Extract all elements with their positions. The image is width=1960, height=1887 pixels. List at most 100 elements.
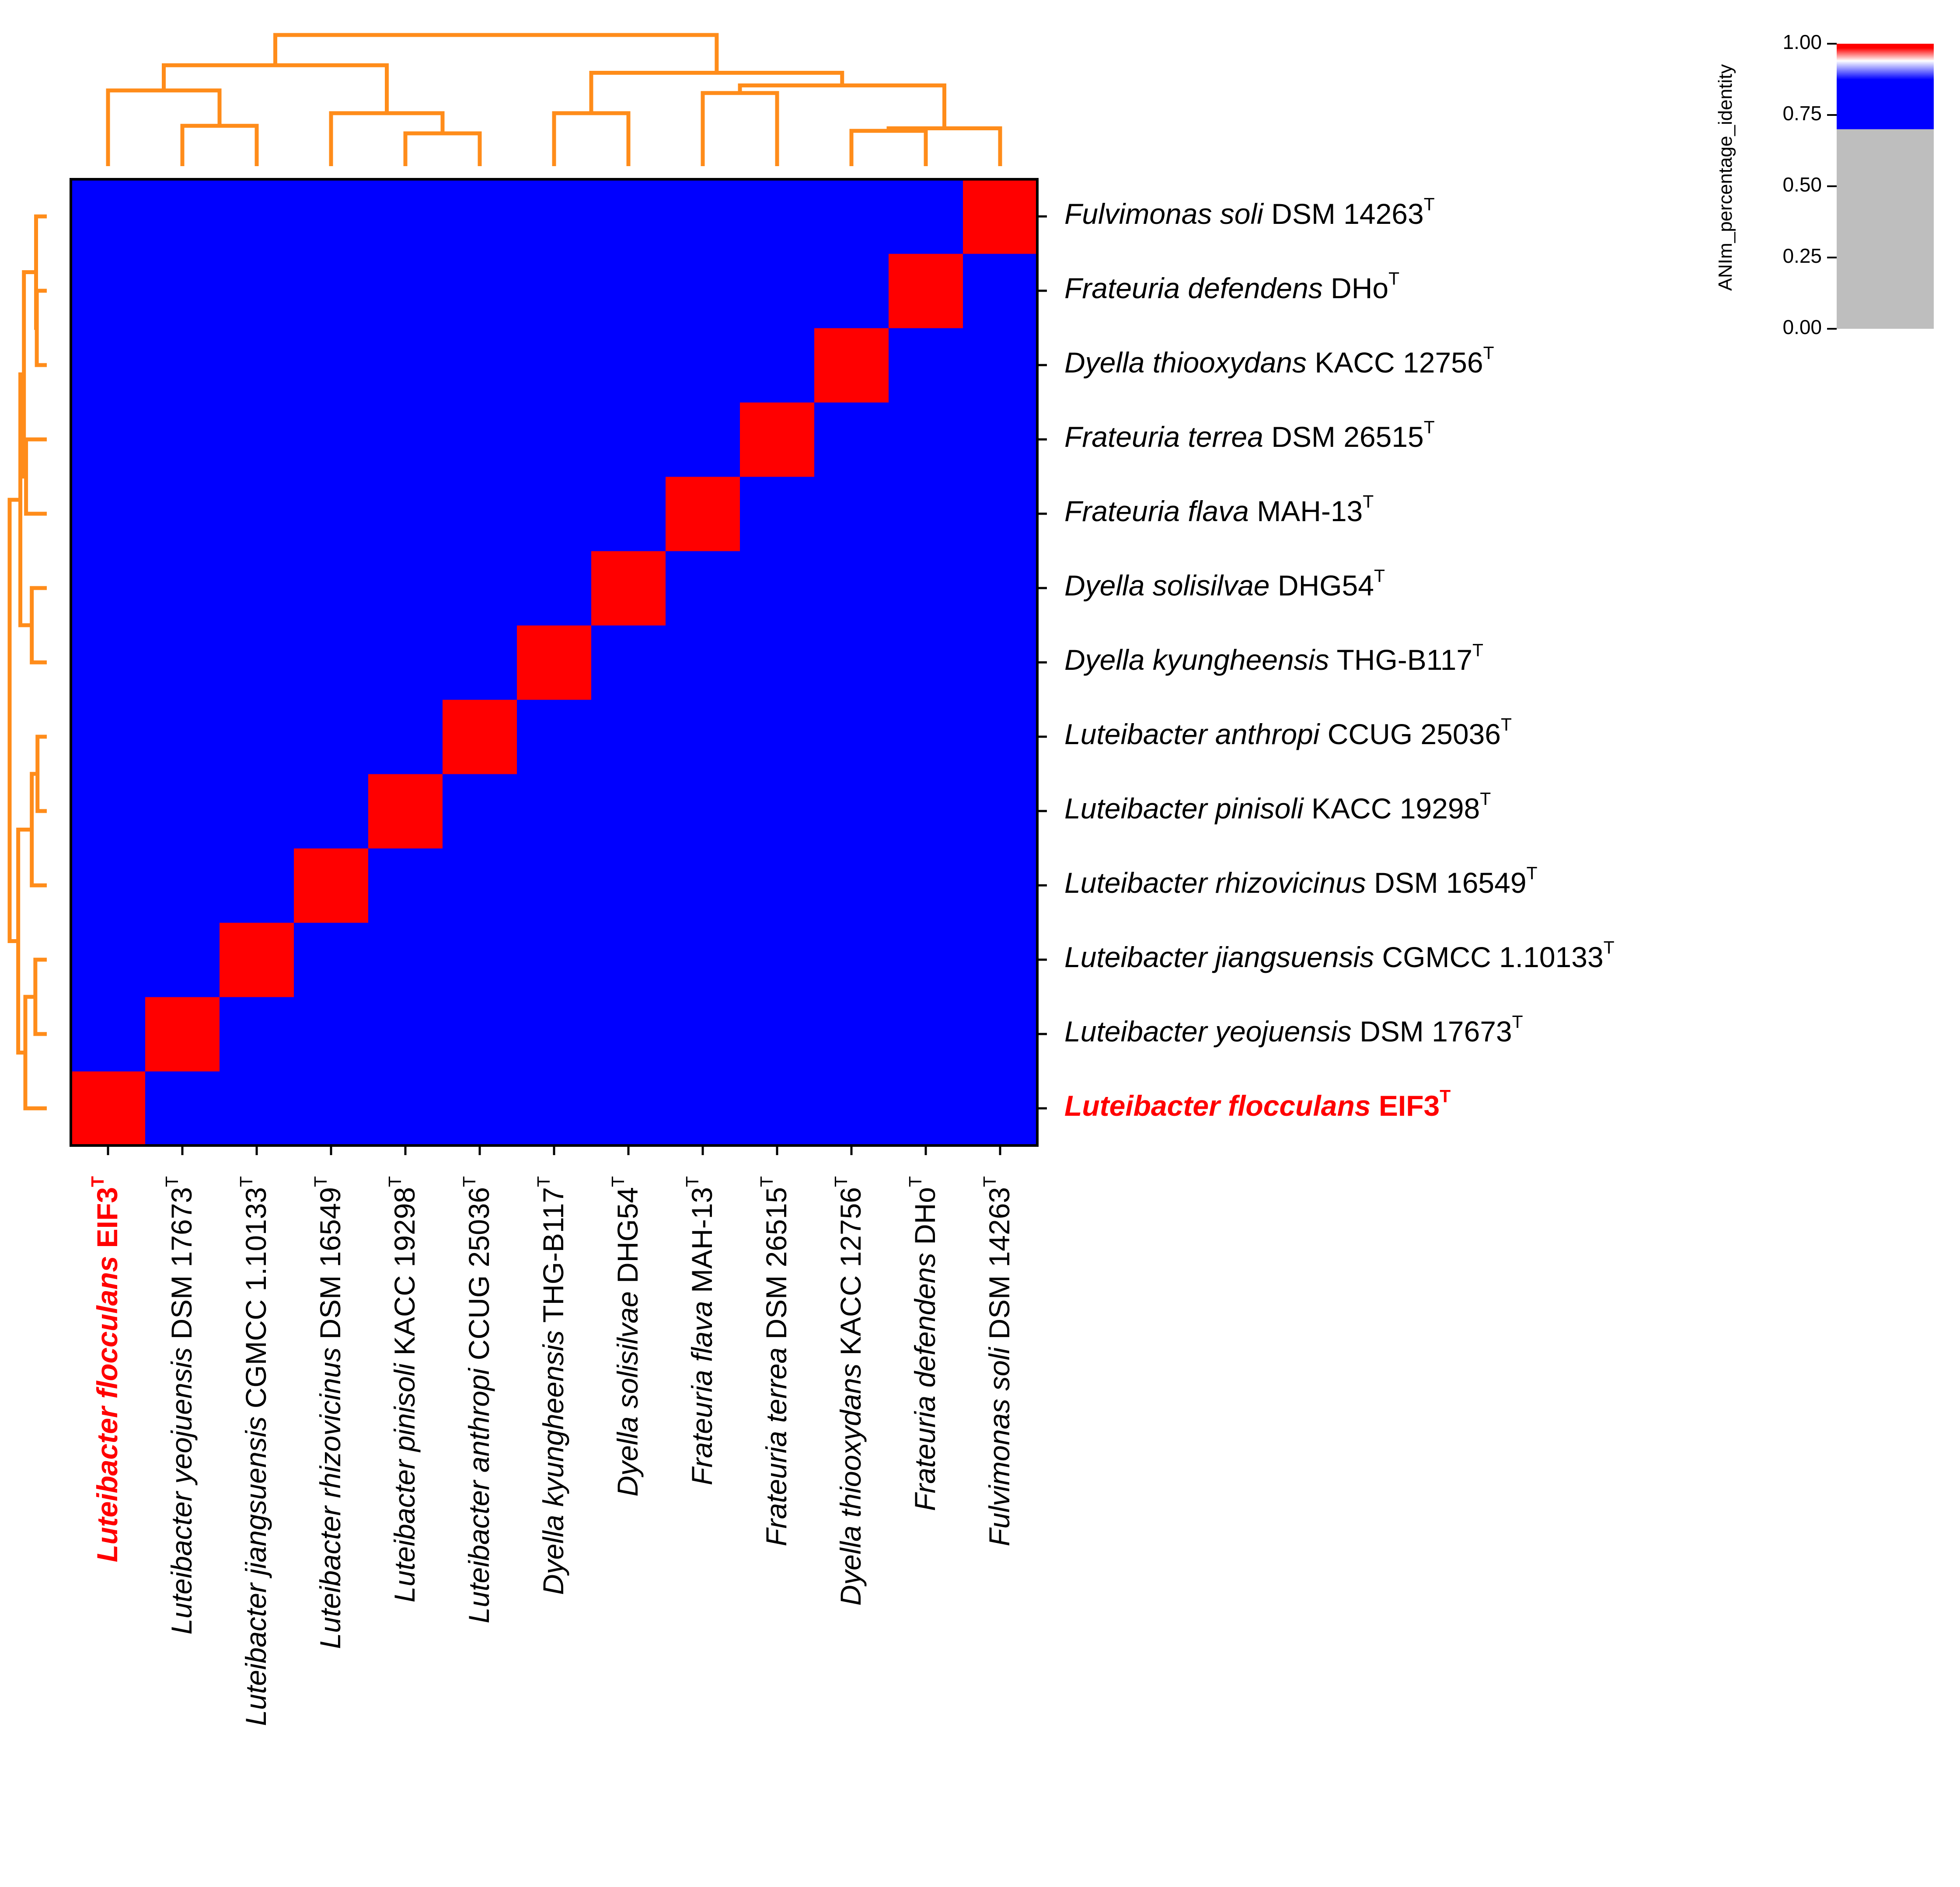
heatmap-cell — [517, 848, 592, 923]
heatmap-cell — [443, 477, 517, 551]
row-label: Fulvimonas soli DSM 14263T — [1064, 194, 1435, 230]
heatmap-cell — [368, 1071, 443, 1146]
heatmap-cell — [814, 700, 889, 774]
heatmap-cell — [71, 402, 146, 477]
column-label: Frateuria flava MAH-13T — [682, 1176, 718, 1485]
taxon-name: Dyella kyungheensis — [537, 1330, 569, 1595]
colorbar-title: ANIm_percentage_identity — [1715, 64, 1736, 291]
column-label: Luteibacter flocculans EIF3T — [87, 1176, 124, 1562]
taxon-name: Frateuria defendens — [1064, 272, 1323, 304]
type-strain-superscript: T — [757, 1176, 777, 1187]
heatmap-cell — [666, 551, 740, 626]
heatmap-cell — [443, 923, 517, 997]
heatmap-cell — [145, 179, 220, 254]
heatmap-cell — [814, 477, 889, 551]
heatmap-cell — [740, 700, 815, 774]
strain-id: DSM 14263 — [1263, 198, 1424, 230]
row-label: Luteibacter rhizovicinus DSM 16549T — [1064, 863, 1538, 899]
taxon-name: Luteibacter pinisoli — [1064, 792, 1304, 825]
heatmap-cell — [294, 179, 369, 254]
heatmap-cell — [368, 179, 443, 254]
row-label: Dyella kyungheensis THG-B117T — [1064, 640, 1483, 676]
heatmap-cell — [740, 923, 815, 997]
heatmap-cell — [666, 997, 740, 1072]
heatmap-cell — [294, 923, 369, 997]
heatmap-cell — [443, 997, 517, 1072]
strain-id: THG-B117 — [537, 1187, 569, 1330]
heatmap-cell — [666, 848, 740, 923]
type-strain-superscript: T — [1604, 937, 1615, 957]
type-strain-superscript: T — [87, 1176, 108, 1187]
heatmap-cells — [71, 179, 1038, 1146]
heatmap-cell — [814, 923, 889, 997]
column-label: Frateuria terrea DSM 26515T — [757, 1176, 793, 1546]
column-dendrogram-branches — [106, 33, 1002, 166]
heatmap-cell — [814, 774, 889, 849]
column-label-axis: Luteibacter flocculans EIF3T Luteibacter … — [87, 1145, 1015, 1726]
strain-id: KACC 12756 — [834, 1187, 867, 1364]
taxon-name: Luteibacter yeojuensis — [165, 1347, 198, 1635]
heatmap-cell — [443, 402, 517, 477]
heatmap-cell — [517, 551, 592, 626]
taxon-name: Dyella kyungheensis — [1064, 644, 1329, 676]
type-strain-superscript: T — [385, 1176, 405, 1187]
heatmap-cell — [220, 923, 294, 997]
heatmap-cell — [814, 551, 889, 626]
heatmap-cell — [220, 625, 294, 700]
row-label: Luteibacter pinisoli KACC 19298T — [1064, 789, 1491, 825]
heatmap-cell — [591, 254, 666, 328]
heatmap-cell — [71, 997, 146, 1072]
heatmap-cell — [740, 997, 815, 1072]
taxon-name: Fulvimonas soli — [983, 1347, 1015, 1546]
column-dendrogram — [106, 33, 1002, 166]
heatmap-cell — [517, 328, 592, 403]
type-strain-superscript: T — [1374, 566, 1385, 586]
heatmap-cell — [591, 1071, 666, 1146]
heatmap-cell — [443, 179, 517, 254]
taxon-name: Luteibacter flocculans — [1064, 1090, 1371, 1122]
type-strain-superscript: T — [831, 1176, 851, 1187]
colorbar-gradient — [1837, 44, 1934, 129]
heatmap-cell — [740, 254, 815, 328]
strain-id: DSM 16549 — [314, 1187, 346, 1347]
type-strain-superscript: T — [1388, 268, 1399, 289]
heatmap-cell — [591, 997, 666, 1072]
row-label: Luteibacter flocculans EIF3T — [1064, 1086, 1451, 1122]
taxon-name: Frateuria defendens — [909, 1253, 941, 1511]
heatmap-cell — [517, 625, 592, 700]
heatmap-cell — [220, 402, 294, 477]
type-strain-superscript: T — [1363, 491, 1374, 512]
colorbar-tick-label: 1.00 — [1782, 31, 1822, 53]
heatmap-cell — [517, 477, 592, 551]
taxon-name: Luteibacter rhizovicinus — [314, 1347, 346, 1649]
heatmap-cell — [443, 848, 517, 923]
type-strain-superscript: T — [1424, 194, 1435, 214]
taxon-name: Dyella thiooxydans — [1064, 346, 1307, 379]
colorbar-below-threshold — [1837, 129, 1934, 329]
heatmap-cell — [71, 700, 146, 774]
heatmap-cell — [294, 774, 369, 849]
heatmap-cell — [740, 402, 815, 477]
strain-id: KACC 19298 — [1304, 792, 1480, 825]
heatmap-cell — [71, 477, 146, 551]
heatmap-cell — [666, 254, 740, 328]
heatmap-cell — [591, 179, 666, 254]
heatmap-cell — [517, 774, 592, 849]
taxon-name: Luteibacter anthropi — [463, 1367, 495, 1623]
heatmap-cell — [591, 923, 666, 997]
heatmap-cell — [443, 551, 517, 626]
row-label: Luteibacter anthropi CCUG 25036T — [1064, 714, 1512, 751]
heatmap-cell — [517, 254, 592, 328]
colorbar-ticks: 1.00 0.75 0.50 0.25 0.00 — [1782, 31, 1837, 338]
strain-id: KACC 12756 — [1307, 346, 1483, 379]
heatmap-cell — [145, 625, 220, 700]
heatmap-cell — [294, 328, 369, 403]
heatmap-cell — [889, 923, 963, 997]
heatmap-cell — [740, 625, 815, 700]
heatmap-cell — [294, 402, 369, 477]
heatmap-cell — [294, 477, 369, 551]
heatmap-cell — [517, 1071, 592, 1146]
strain-id: DSM 26515 — [760, 1187, 792, 1347]
heatmap-cell — [294, 700, 369, 774]
heatmap-cell — [889, 477, 963, 551]
